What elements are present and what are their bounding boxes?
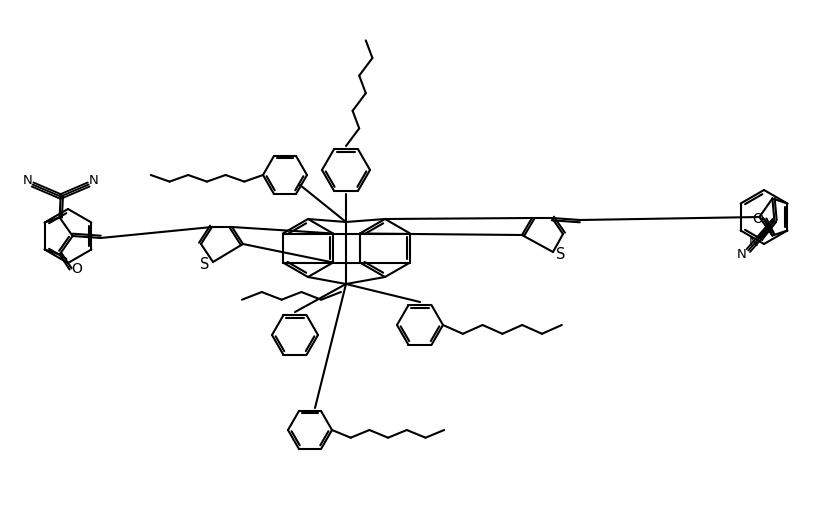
Text: N: N bbox=[736, 248, 746, 261]
Text: O: O bbox=[71, 262, 82, 275]
Text: N: N bbox=[747, 236, 757, 249]
Text: N: N bbox=[23, 174, 33, 187]
Text: O: O bbox=[751, 212, 762, 225]
Text: S: S bbox=[556, 246, 565, 262]
Text: S: S bbox=[200, 257, 210, 271]
Text: N: N bbox=[89, 174, 99, 187]
